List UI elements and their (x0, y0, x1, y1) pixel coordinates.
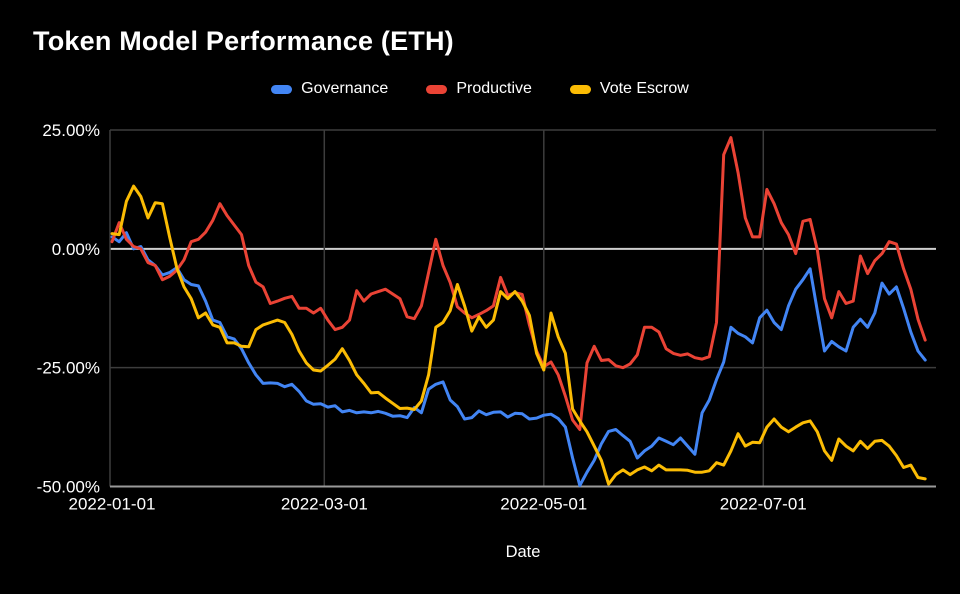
legend-label: Governance (301, 80, 389, 97)
x-tick-label: 2022-05-01 (500, 495, 587, 514)
legend: Governance Productive Vote Escrow (0, 80, 960, 98)
legend-item-governance: Governance (271, 80, 388, 98)
legend-label: Vote Escrow (599, 80, 689, 97)
legend-item-productive: Productive (426, 80, 532, 98)
x-axis-title: Date (505, 543, 541, 561)
y-tick-label: 25.00% (42, 121, 100, 140)
legend-item-vote-escrow: Vote Escrow (569, 80, 689, 98)
legend-label: Productive (456, 80, 532, 97)
legend-swatch-icon (271, 84, 293, 94)
legend-swatch-icon (569, 84, 591, 94)
y-tick-label: -50.00% (37, 478, 100, 497)
y-tick-label: -25.00% (37, 359, 100, 378)
y-tick-label: 0.00% (52, 240, 100, 259)
x-tick-label: 2022-03-01 (281, 495, 368, 514)
legend-swatch-icon (426, 84, 448, 94)
x-tick-label: 2022-07-01 (720, 495, 807, 514)
x-tick-label: 2022-01-01 (69, 495, 156, 514)
line-governance (110, 231, 927, 487)
line-vote-escrow (110, 184, 927, 486)
line-productive (110, 136, 927, 431)
chart-title: Token Model Performance (ETH) (33, 26, 454, 56)
